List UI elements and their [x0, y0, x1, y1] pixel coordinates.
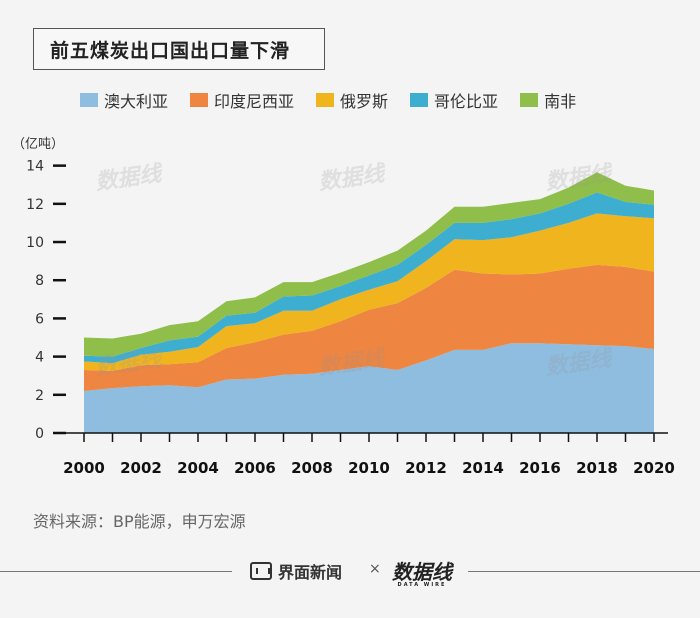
x-tick-label: 2002 [120, 459, 162, 477]
datawire-logo-sub: DATA WIRE [397, 582, 447, 588]
x-tick-label: 2000 [63, 459, 105, 477]
datawire-logo-text: 数据线 [392, 560, 452, 584]
footer: 界面新闻 × 数据线 DATA WIRE [0, 556, 700, 588]
y-tick-label: 14 [26, 159, 44, 175]
legend-item: 哥伦比亚 [410, 88, 498, 112]
y-tick-label: 2 [35, 388, 44, 404]
legend-swatch [520, 93, 539, 107]
legend-label: 哥伦比亚 [434, 92, 499, 111]
legend-label: 南非 [544, 92, 577, 111]
area-series [84, 192, 654, 364]
footer-divider [468, 571, 700, 572]
legend-item: 俄罗斯 [316, 88, 388, 112]
y-tick-label: 4 [35, 350, 44, 366]
legend-swatch [316, 93, 335, 107]
legend-swatch [410, 93, 429, 107]
area-series [84, 343, 654, 433]
footer-divider [0, 571, 232, 572]
y-tick-label: 8 [35, 273, 44, 289]
jiemian-logo-icon [250, 562, 272, 580]
legend-item: 南非 [520, 88, 576, 112]
legend-label: 俄罗斯 [340, 92, 389, 111]
legend-label: 印度尼西亚 [214, 92, 295, 111]
area-series [84, 172, 654, 357]
legend-item: 印度尼西亚 [190, 88, 294, 112]
x-tick-label: 2010 [348, 459, 390, 477]
y-tick-label: 10 [26, 235, 44, 251]
x-tick-label: 2012 [405, 459, 447, 477]
y-axis-unit: （亿吨） [12, 137, 65, 152]
source-note: 资料来源：BP能源，申万宏源 [33, 512, 246, 531]
area-series [84, 213, 654, 371]
x-tick-label: 2006 [234, 459, 276, 477]
y-tick-label: 12 [26, 197, 44, 213]
x-tick-label: 2018 [576, 459, 618, 477]
y-tick-label: 6 [35, 311, 44, 327]
jiemian-logo-text: 界面新闻 [278, 563, 343, 582]
legend-label: 澳大利亚 [104, 92, 169, 111]
footer-cross: × [369, 561, 381, 577]
legend-swatch [190, 93, 209, 107]
x-tick-label: 2008 [291, 459, 333, 477]
legend-item: 澳大利亚 [80, 88, 168, 112]
datawire-logo: 数据线 DATA WIRE [392, 556, 452, 588]
legend: 澳大利亚 印度尼西亚 俄罗斯 哥伦比亚 南非 [80, 88, 576, 112]
y-tick-label: 0 [35, 426, 44, 442]
area-chart: 0 2 4 6 8 10 12 14 2000 2002 2004 2006 2008 2010 2012 2… [26, 159, 675, 477]
x-tick-label: 2020 [633, 459, 675, 477]
x-tick-label: 2016 [519, 459, 561, 477]
legend-swatch [80, 93, 98, 107]
x-tick-label: 2004 [177, 459, 219, 477]
area-series [84, 264, 654, 391]
x-tick-label: 2014 [462, 459, 504, 477]
jiemian-logo: 界面新闻 [250, 559, 342, 583]
chart-title: 前五煤炭出口国出口量下滑 [33, 28, 325, 70]
